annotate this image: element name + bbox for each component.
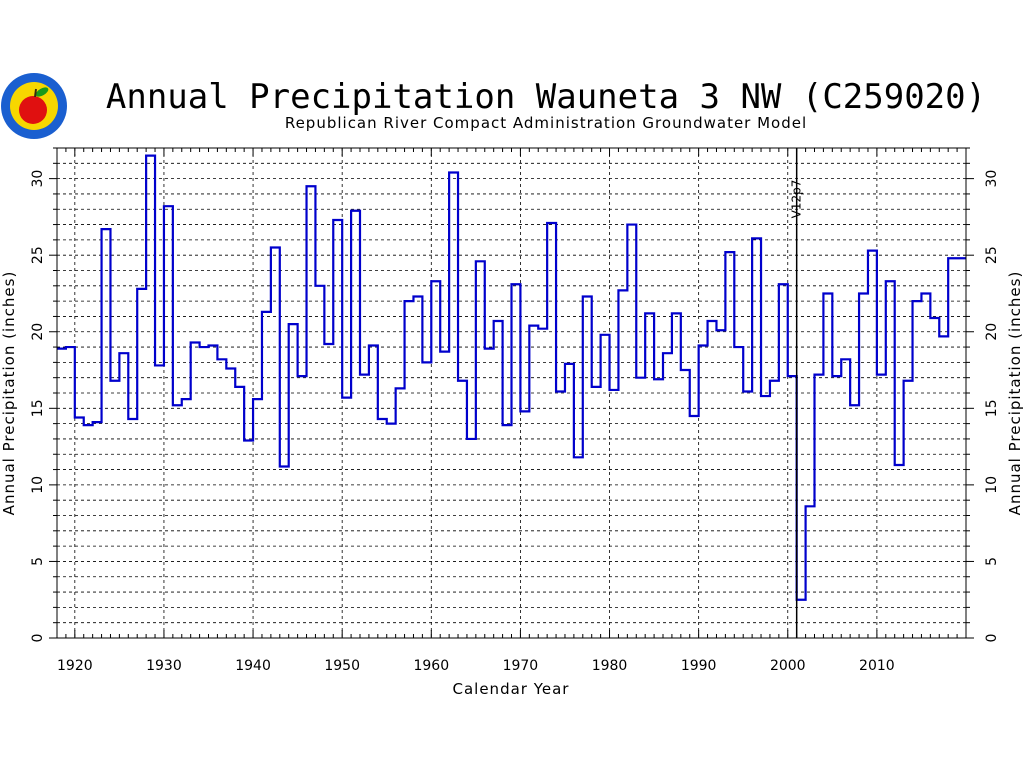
marker-layer: V12p7 — [790, 148, 804, 638]
x-tick-label: 2000 — [770, 658, 806, 674]
chart-title: Annual Precipitation Wauneta 3 NW (C2590… — [106, 77, 986, 117]
chart-subtitle: Republican River Compact Administration … — [285, 114, 807, 132]
x-tick-label: 1950 — [324, 658, 360, 674]
y-axis-label-right: Annual Precipitation (inches) — [1006, 271, 1024, 516]
y-tick-label-right: 30 — [984, 170, 1000, 188]
apple-seal-icon — [1, 73, 67, 139]
precipitation-series-line — [57, 154, 966, 601]
series-layer — [57, 154, 966, 601]
y-tick-label-right: 20 — [984, 323, 1000, 341]
y-tick-label-right: 0 — [984, 634, 1000, 643]
y-tick-label-right: 5 — [984, 557, 1000, 566]
y-tick-label-right: 10 — [984, 476, 1000, 494]
x-axis-ticks: 1920 1930 1940 1950 1960 1970 1980 1990 2000 2010 — [57, 658, 895, 674]
y-tick-label: 10 — [30, 476, 46, 494]
axes — [49, 147, 974, 639]
y-axis-ticks: 0 0 5 5 10 10 15 15 20 20 25 25 30 30 — [30, 170, 1000, 643]
y-tick-label: 0 — [30, 634, 46, 643]
y-tick-label: 15 — [30, 399, 46, 417]
y-tick-label: 30 — [30, 170, 46, 188]
x-tick-label: 1980 — [592, 658, 628, 674]
x-tick-label: 1940 — [235, 658, 271, 674]
x-tick-label: 2010 — [859, 658, 895, 674]
y-tick-label: 25 — [30, 246, 46, 264]
x-axis-label: Calendar Year — [453, 680, 570, 698]
x-tick-label: 1960 — [413, 658, 449, 674]
x-tick-label: 1990 — [681, 658, 717, 674]
y-axis-label: Annual Precipitation (inches) — [0, 271, 18, 516]
version-marker-label: V12p7 — [790, 180, 804, 219]
x-tick-label: 1970 — [503, 658, 539, 674]
y-tick-label-right: 15 — [984, 399, 1000, 417]
x-tick-label: 1930 — [146, 658, 182, 674]
y-tick-label: 20 — [30, 323, 46, 341]
y-tick-label: 5 — [30, 557, 46, 566]
x-tick-label: 1920 — [57, 658, 93, 674]
y-tick-label-right: 25 — [984, 246, 1000, 264]
